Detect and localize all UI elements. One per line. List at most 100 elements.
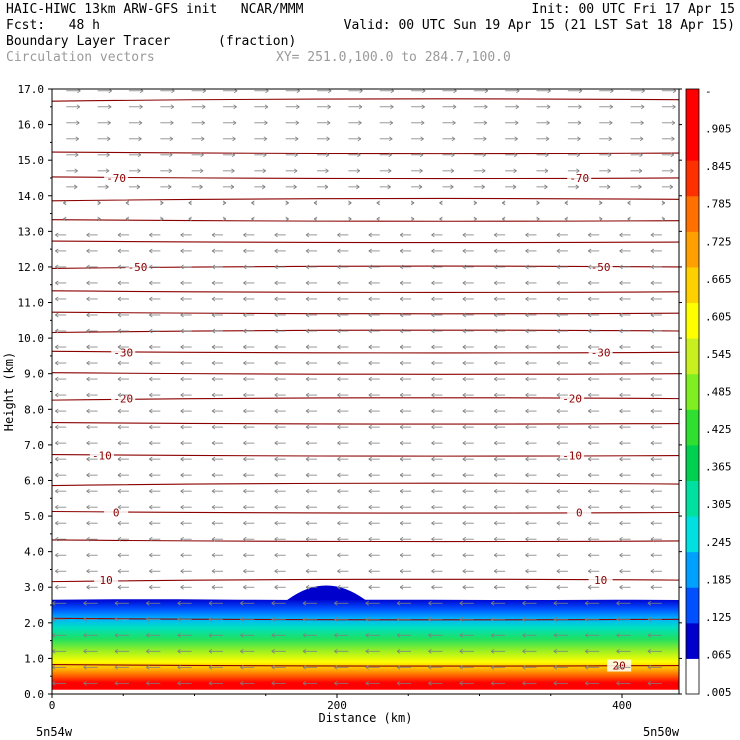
contour-label: -20: [113, 393, 133, 406]
vector-head: [149, 520, 153, 526]
vector-head: [493, 376, 498, 382]
vector-head: [368, 440, 372, 446]
vector-head: [117, 504, 122, 510]
vector-head: [334, 680, 338, 686]
vector-head: [243, 568, 247, 574]
vector-head: [368, 568, 372, 574]
header-valid-time: Valid: 00 UTC Sun 19 Apr 15 (21 LST Sat …: [343, 18, 735, 33]
vector-head: [305, 552, 310, 558]
vector-head: [619, 424, 623, 430]
vector-head: [86, 312, 90, 318]
vector-head: [609, 120, 613, 126]
vector-head: [208, 600, 213, 606]
vector-head: [556, 488, 561, 494]
vector-head: [390, 104, 394, 110]
vector-head: [410, 200, 415, 206]
vector-head: [201, 120, 205, 126]
vector-head: [139, 104, 143, 110]
vector-head: [149, 328, 153, 334]
vector-head: [627, 200, 631, 206]
vector-head: [399, 520, 404, 526]
vector-head: [86, 248, 90, 254]
vector-head: [619, 408, 623, 414]
y-tick-label: 6.0: [24, 474, 44, 487]
vector-head: [619, 488, 623, 494]
vector-head: [525, 504, 529, 510]
vector-head: [431, 248, 435, 254]
vector-head: [556, 248, 561, 254]
vector-head: [117, 552, 122, 558]
vector-head: [525, 552, 529, 558]
vector-head: [490, 664, 495, 670]
contour-line: [52, 98, 679, 102]
vector-head: [399, 344, 404, 350]
vector-head: [73, 184, 78, 190]
contour-line: [52, 578, 679, 583]
vector-head: [243, 280, 247, 286]
vector-head: [305, 488, 310, 494]
contour-line: [52, 372, 679, 375]
vector-head: [431, 472, 435, 478]
vector-head: [452, 120, 456, 126]
vector-head: [251, 200, 255, 206]
vector-head: [211, 328, 216, 334]
vector-head: [117, 312, 122, 318]
vector-head: [264, 120, 268, 126]
vector-head: [55, 456, 59, 462]
vector-head: [302, 664, 307, 670]
vector-head: [608, 136, 612, 142]
vector-head: [365, 664, 369, 670]
vector-head: [274, 376, 278, 382]
vector-head: [180, 424, 184, 430]
vector-head: [146, 600, 150, 606]
vector-head: [240, 632, 244, 638]
vector-head: [243, 312, 247, 318]
vector-head: [577, 120, 582, 126]
vector-head: [202, 104, 206, 110]
vector-head: [211, 472, 216, 478]
vector-head: [263, 152, 267, 158]
vector-head: [399, 552, 404, 558]
vector-head: [240, 648, 244, 654]
vector-head: [240, 600, 244, 606]
vector-head: [55, 392, 59, 398]
vector-head: [587, 520, 592, 526]
vector-head: [431, 360, 435, 366]
contour-label-bg: [111, 346, 136, 359]
contour-line: [52, 397, 679, 401]
vector-head: [556, 536, 561, 542]
vector-head: [513, 152, 518, 158]
colorbar-label: .905: [705, 123, 732, 136]
contour-label: -70: [569, 172, 589, 185]
vector-head: [180, 440, 184, 446]
vector-head: [211, 392, 216, 398]
vector-head: [365, 648, 369, 654]
vector-head: [525, 312, 529, 318]
contour-label-bg: [104, 506, 129, 519]
vector-head: [211, 568, 216, 574]
contour-label: -20: [562, 393, 582, 406]
vector-head: [180, 456, 184, 462]
vector-head: [399, 296, 404, 302]
vector-head: [368, 504, 372, 510]
vector-head: [387, 184, 391, 190]
contour-label: -50: [128, 261, 148, 274]
vector-head: [149, 280, 153, 286]
contour-label: -10: [92, 450, 112, 463]
vector-head: [211, 584, 216, 590]
vector-head: [211, 360, 216, 366]
vector-head: [86, 488, 90, 494]
vector-head: [222, 200, 227, 206]
vector-head: [180, 280, 184, 286]
vector-head: [544, 168, 549, 174]
vector-head: [553, 632, 558, 638]
vector-head: [114, 632, 119, 638]
vector-head: [399, 504, 404, 510]
vector-head: [117, 472, 122, 478]
vector-head: [501, 200, 506, 206]
vector-head: [514, 120, 519, 126]
vector-head: [493, 536, 498, 542]
vector-head: [243, 456, 247, 462]
vector-head: [650, 280, 655, 286]
vector-head: [410, 216, 415, 222]
